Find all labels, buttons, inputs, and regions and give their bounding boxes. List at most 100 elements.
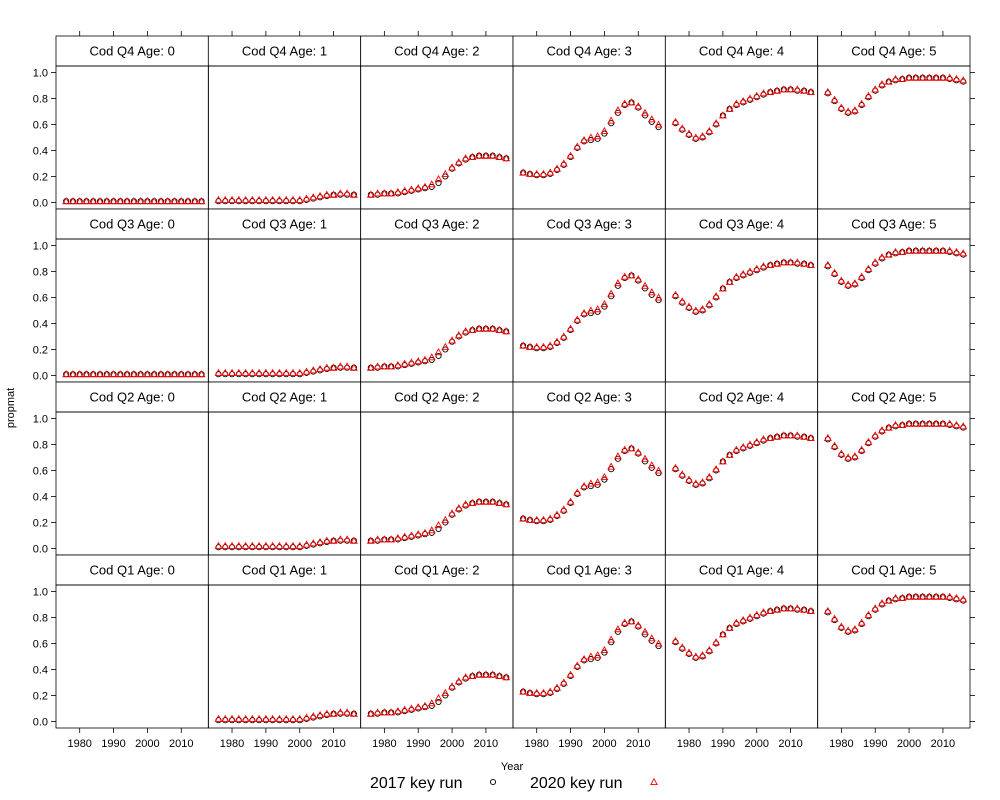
data-point-2020 [800, 86, 809, 94]
panel-strip [817, 554, 971, 586]
data-point-2020 [380, 708, 389, 716]
panel-title: Cod Q4 Age: 4 [699, 44, 784, 59]
data-point-2020 [373, 708, 382, 716]
x-tick-label: 1980 [67, 738, 91, 750]
data-point-2020 [532, 688, 541, 696]
data-point-2020 [481, 324, 490, 332]
panel-title: Cod Q2 Age: 4 [699, 390, 784, 405]
data-point-2020 [613, 279, 622, 287]
data-point-2020 [678, 643, 687, 651]
data-point-2020 [932, 419, 941, 427]
data-point-2020 [62, 370, 71, 378]
legend-marker-circle [489, 778, 497, 786]
data-point-2020 [309, 193, 318, 201]
data-point-2020 [898, 593, 907, 602]
data-point-2020 [234, 541, 243, 549]
data-point-2020 [519, 687, 528, 695]
y-tick-label: 0.8 [33, 613, 48, 625]
panel: Cod Q2 Age: 3 [512, 381, 666, 556]
x-tick-label: 1990 [711, 738, 735, 750]
x-tick-label: 2000 [440, 738, 464, 750]
panel: Cod Q2 Age: 2 [360, 381, 514, 556]
data-point-2020 [214, 368, 223, 376]
panel-title: Cod Q1 Age: 4 [699, 563, 784, 578]
data-point-2020 [288, 368, 297, 376]
data-point-2020 [857, 272, 866, 280]
data-point-2020 [627, 617, 636, 625]
panel-strip [55, 554, 209, 586]
data-point-2020 [454, 158, 463, 166]
data-point-2020 [427, 699, 436, 707]
data-point-2020 [234, 195, 243, 203]
y-tick-label: 0.6 [33, 293, 48, 305]
data-point-2020 [759, 608, 768, 616]
panel-strip [817, 208, 971, 240]
data-point-2020 [414, 530, 423, 538]
data-point-2020 [275, 541, 284, 549]
panel-strip [512, 554, 666, 586]
data-point-2020 [316, 191, 325, 200]
data-point-2020 [871, 258, 880, 266]
data-point-2020 [316, 364, 325, 373]
data-point-2020 [268, 195, 277, 203]
data-point-2020 [282, 541, 291, 549]
data-point-2020 [566, 670, 575, 678]
panel: Cod Q3 Age: 5 [817, 208, 975, 383]
panel-title: Cod Q3 Age: 3 [547, 217, 632, 232]
data-point-2020 [414, 357, 423, 365]
legend: 2017 key run 2020 key run [370, 775, 658, 792]
data-point-2020 [170, 370, 179, 378]
data-point-2020 [837, 449, 846, 457]
data-point-2020 [288, 541, 297, 549]
data-point-2020 [197, 370, 206, 378]
panel-title: Cod Q4 Age: 5 [851, 44, 936, 59]
data-point-2020 [421, 355, 429, 363]
data-point-2020 [407, 185, 416, 193]
panel-title: Cod Q3 Age: 1 [242, 217, 327, 232]
panel-strip [55, 208, 209, 240]
data-point-2020 [634, 275, 643, 283]
data-point-2020 [925, 419, 934, 427]
data-point-2020 [718, 284, 727, 292]
data-point-2020 [519, 514, 528, 522]
y-tick-label: 0.0 [33, 371, 48, 383]
data-point-2020 [918, 73, 927, 81]
y-tick-label: 0.0 [33, 198, 48, 210]
y-tick-label: 0.6 [33, 639, 48, 651]
data-point-2020 [925, 73, 934, 81]
data-point-2020 [800, 605, 809, 613]
panel: Cod Q2 Age: 5 [817, 381, 975, 556]
data-point-2020 [745, 613, 754, 621]
data-point-2020 [830, 614, 839, 622]
data-point-2020 [532, 169, 541, 177]
data-point-2020 [349, 190, 358, 198]
data-point-2020 [891, 593, 900, 602]
data-point-2020 [905, 73, 914, 81]
data-point-2020 [671, 636, 680, 644]
panel-title: Cod Q3 Age: 2 [394, 217, 479, 232]
data-point-2020 [546, 341, 555, 349]
data-point-2020 [857, 445, 866, 453]
data-point-2020 [837, 276, 846, 284]
data-point-2020 [752, 610, 761, 618]
data-point-2020 [752, 91, 761, 99]
data-point-2020 [766, 606, 775, 615]
data-point-2020 [823, 87, 832, 96]
data-point-2020 [871, 431, 880, 439]
data-point-2020 [559, 159, 568, 167]
y-tick-label: 0.8 [33, 267, 48, 279]
data-point-2020 [82, 370, 91, 378]
data-point-2020 [691, 133, 700, 141]
data-point-2020 [830, 95, 839, 103]
data-point-2020 [864, 437, 873, 445]
panel-strip [664, 554, 819, 586]
data-point-2020 [857, 99, 866, 107]
y-tick-label: 0.8 [33, 94, 48, 106]
data-point-2017 [435, 525, 442, 533]
data-point-2020 [380, 535, 389, 543]
panel: Cod Q1 Age: 4 1980 1990 2000 2010 [664, 554, 819, 750]
y-tick-label: 1.0 [33, 414, 48, 426]
data-point-2020 [461, 673, 470, 681]
data-point-2020 [502, 154, 511, 162]
data-point-2020 [627, 444, 636, 452]
